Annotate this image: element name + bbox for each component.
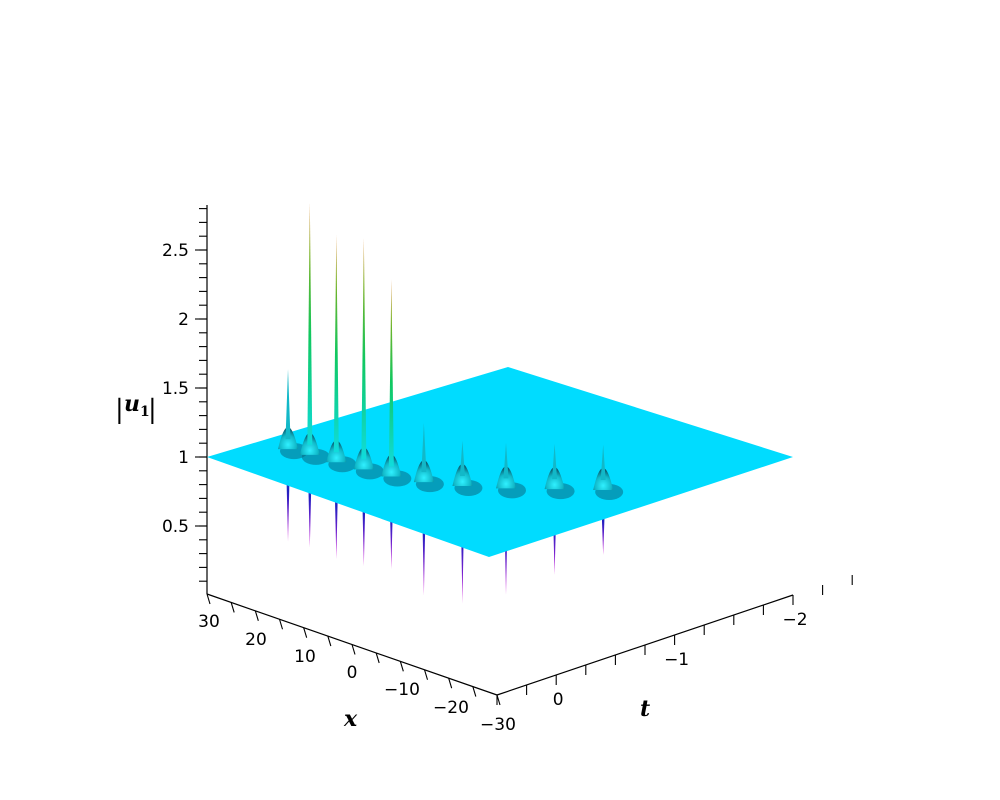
peak-spike — [459, 440, 465, 476]
z-tick-label: 1.5 — [162, 379, 189, 399]
z-tick-label: 0.5 — [162, 517, 189, 537]
t-ticks: 0 −1 −2 — [496, 575, 853, 710]
z-axis-title: | u 1 | — [115, 391, 157, 425]
x-tick — [472, 686, 477, 697]
t-tick-label: −1 — [664, 650, 689, 670]
peak-spike — [421, 422, 427, 473]
x-tick — [230, 602, 235, 613]
up-spikes — [285, 202, 606, 480]
x-tick — [206, 593, 211, 605]
x-tick — [327, 635, 332, 647]
x-axis-label: x — [343, 706, 358, 732]
x-tick-label: −20 — [433, 698, 469, 718]
t-tick-label: −2 — [782, 610, 807, 630]
peak-spike — [600, 444, 606, 480]
x-tick — [254, 610, 259, 621]
x-tick-label: 20 — [245, 630, 267, 650]
peak-spike — [388, 279, 394, 467]
x-tick — [303, 627, 308, 638]
z-axis-bar-right: | — [148, 395, 157, 425]
x-tick — [278, 619, 284, 630]
peak-spike — [307, 202, 313, 445]
z-tick-label: 2 — [178, 310, 189, 330]
peak-spike — [285, 369, 291, 440]
x-tick-label: 30 — [198, 612, 220, 632]
x-tick-label: −30 — [480, 715, 516, 735]
z-tick-label: 1 — [178, 448, 189, 468]
x-ticks: 30 20 10 0 −10 −20 −30 — [198, 593, 516, 735]
z-tick-label: 2.5 — [162, 241, 189, 261]
z-ticks: 0.5 1 1.5 2 2.5 — [162, 208, 207, 582]
z-axis: 0.5 1 1.5 2 2.5 | u 1 | — [115, 205, 208, 594]
x-tick — [423, 669, 429, 680]
z-axis-bar-left: | — [115, 395, 124, 425]
surface-plane — [207, 367, 793, 557]
x-tick — [448, 678, 453, 689]
z-axis-label: u — [124, 391, 140, 417]
x-tick — [399, 661, 404, 672]
surface — [207, 202, 793, 604]
x-axis: 30 20 10 0 −10 −20 −30 x — [198, 593, 516, 735]
peak-spike — [361, 237, 367, 460]
x-tick-label: 0 — [347, 663, 358, 683]
peak-spike — [552, 443, 558, 480]
t-axis: 0 −1 −2 t — [496, 575, 853, 722]
t-tick-label: 0 — [553, 690, 564, 710]
x-tick — [351, 644, 356, 655]
peak-spike — [333, 234, 339, 453]
t-axis-label: t — [640, 696, 650, 722]
z-axis-subscript: 1 — [140, 404, 150, 420]
x-tick-label: 10 — [294, 647, 316, 667]
x-tick — [375, 652, 380, 664]
x-tick-label: −10 — [384, 680, 420, 700]
peak-spike — [503, 442, 509, 479]
